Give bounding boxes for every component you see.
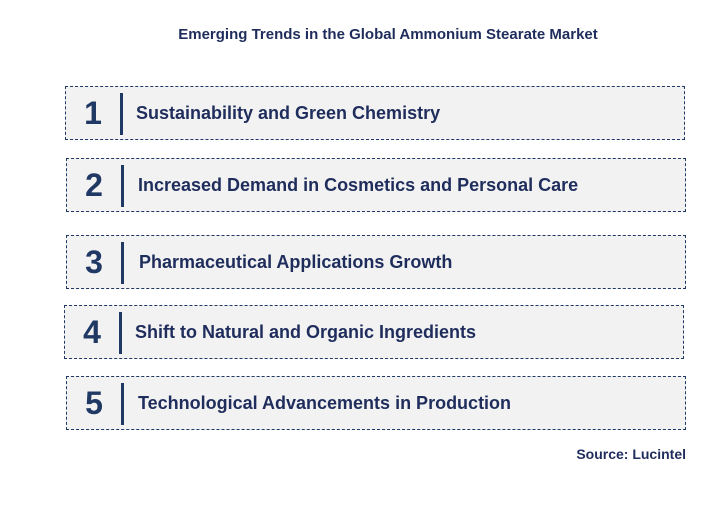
trend-item-3: 3 Pharmaceutical Applications Growth <box>66 235 686 289</box>
trend-label: Sustainability and Green Chemistry <box>136 103 441 123</box>
trend-label: Shift to Natural and Organic Ingredients <box>135 322 477 342</box>
trend-number: 1 <box>84 95 102 131</box>
trend-number: 2 <box>85 167 103 203</box>
trend-item-4: 4 Shift to Natural and Organic Ingredien… <box>64 305 684 359</box>
divider-bar <box>121 242 124 284</box>
trend-item-1: 1 Sustainability and Green Chemistry <box>65 86 685 140</box>
divider-bar <box>119 312 122 354</box>
page-title: Emerging Trends in the Global Ammonium S… <box>178 26 598 43</box>
trend-item-2: 2 Increased Demand in Cosmetics and Pers… <box>66 158 686 212</box>
trend-label: Pharmaceutical Applications Growth <box>139 252 453 272</box>
trend-label: Technological Advancements in Production <box>138 393 512 413</box>
trend-number: 4 <box>83 314 101 350</box>
divider-bar <box>121 165 124 207</box>
divider-bar <box>121 383 124 425</box>
trend-item-5: 5 Technological Advancements in Producti… <box>66 376 686 430</box>
trend-number: 5 <box>85 385 103 421</box>
trend-label: Increased Demand in Cosmetics and Person… <box>138 175 579 195</box>
trend-number: 3 <box>85 244 103 280</box>
source-note: Source: Lucintel <box>576 446 686 462</box>
divider-bar <box>120 93 123 135</box>
